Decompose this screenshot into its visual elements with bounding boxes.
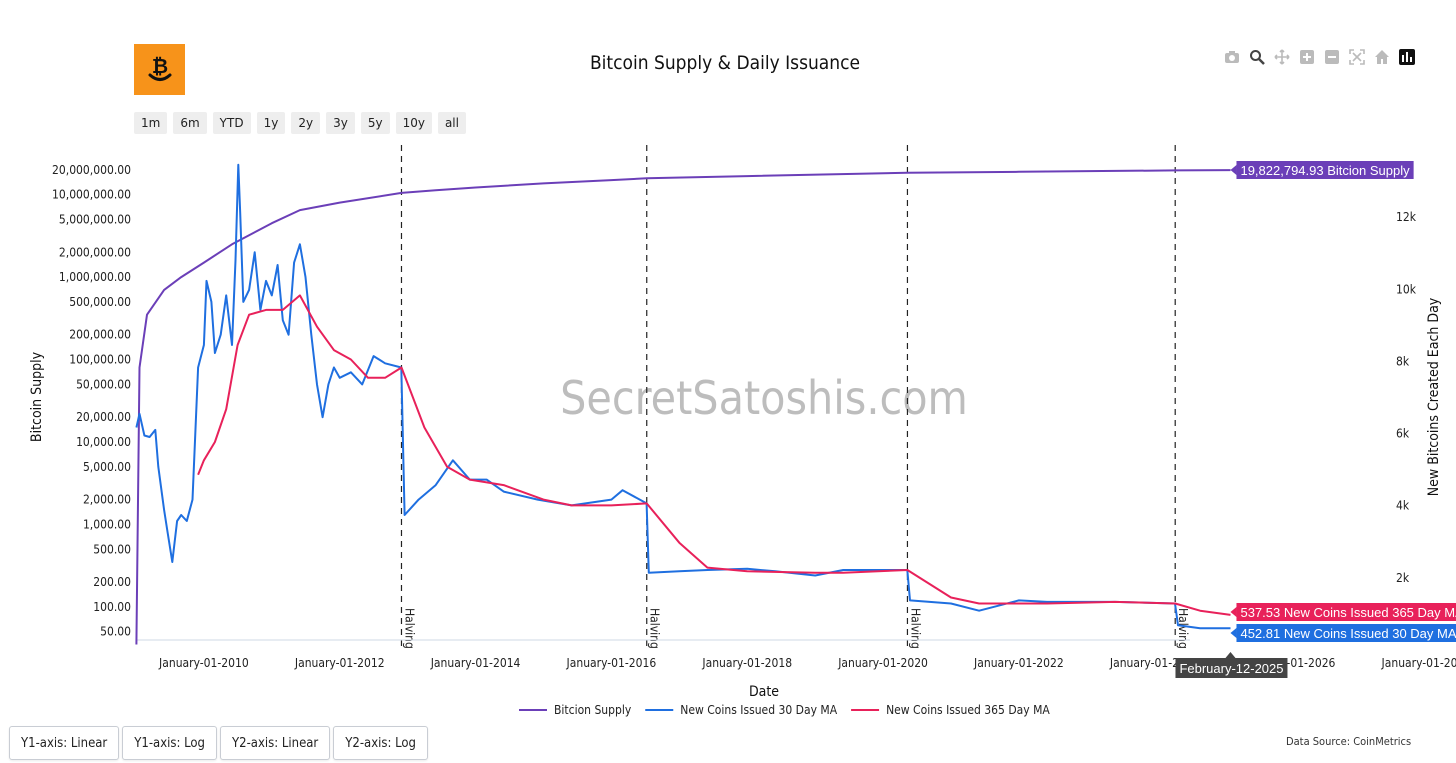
legend-item-0[interactable]: Bitcion Supply: [519, 703, 632, 717]
x-tick-label: January-01-2012: [294, 656, 385, 670]
series-line-1[interactable]: [135, 163, 1231, 630]
zoom-out-icon[interactable]: [1322, 47, 1341, 66]
data-source-note: Data Source: CoinMetrics: [1286, 735, 1412, 748]
range-button-6m[interactable]: 6m: [173, 112, 207, 134]
range-button-all[interactable]: all: [437, 112, 466, 134]
y-tick-label: 10,000.00: [76, 435, 131, 449]
range-selector: 1m 6m YTD 1y 2y 3y 5y 10y all: [134, 112, 466, 134]
y2-tick-label: 4k: [1396, 499, 1410, 513]
y-tick-label: 2,000,000.00: [59, 245, 131, 259]
axis-scale-controls: Y1-axis: Linear Y1-axis: Log Y2-axis: Li…: [9, 726, 428, 760]
y1-linear-button[interactable]: Y1-axis: Linear: [9, 726, 120, 760]
range-button-ytd[interactable]: YTD: [212, 112, 251, 134]
svg-text:537.53 New Coins Issued 365 Da: 537.53 New Coins Issued 365 Day MA: [1240, 605, 1456, 620]
y1-log-button[interactable]: Y1-axis: Log: [122, 726, 217, 760]
halving-label: Halving: [648, 608, 662, 649]
y-tick-label: 50,000.00: [76, 377, 131, 391]
y2-axis-title: New Bitcoins Created Each Day: [1426, 297, 1442, 496]
pan-icon[interactable]: [1272, 47, 1291, 66]
y-tick-label: 10,000,000.00: [52, 188, 131, 202]
legend-item-2[interactable]: New Coins Issued 365 Day MA: [851, 703, 1050, 717]
camera-icon[interactable]: [1222, 47, 1241, 66]
halving-label: Halving: [908, 608, 922, 649]
series-end-label-2: 537.53 New Coins Issued 365 Day MA: [1230, 603, 1456, 621]
range-button-1y[interactable]: 1y: [256, 112, 286, 134]
x-tick-label: January-01-2022: [973, 656, 1064, 670]
modebar: [1222, 47, 1416, 66]
halving-label: Halving: [402, 608, 416, 649]
range-button-10y[interactable]: 10y: [395, 112, 432, 134]
svg-text:Bitcion Supply: Bitcion Supply: [554, 703, 632, 717]
svg-text:₿: ₿: [151, 54, 167, 78]
y-tick-label: 5,000.00: [83, 460, 131, 474]
y-tick-label: 50.00: [100, 625, 131, 639]
x-tick-label: January-01-2010: [158, 656, 249, 670]
y-tick-label: 20,000.00: [76, 410, 131, 424]
svg-text:452.81 New Coins Issued 30 Day: 452.81 New Coins Issued 30 Day MA: [1240, 626, 1456, 641]
svg-text:New Coins Issued 365 Day MA: New Coins Issued 365 Day MA: [886, 703, 1050, 717]
halving-label: Halving: [1176, 608, 1190, 649]
x-tick-label: January-01-2028: [1381, 656, 1456, 670]
x-tick-label: January-01-2016: [566, 656, 657, 670]
y-tick-label: 1,000.00: [83, 517, 131, 531]
y-tick-label: 1,000,000.00: [59, 270, 131, 284]
svg-text:February-12-2025: February-12-2025: [1179, 661, 1283, 676]
y2-tick-label: 6k: [1396, 427, 1410, 441]
hover-date-tag: February-12-2025: [1175, 652, 1288, 678]
y2-tick-label: 2k: [1396, 571, 1410, 585]
y-axis-title: Bitcoin Supply: [29, 351, 45, 442]
series-line-2[interactable]: [197, 294, 1231, 616]
y2-linear-button[interactable]: Y2-axis: Linear: [220, 726, 331, 760]
range-button-5y[interactable]: 5y: [360, 112, 390, 134]
bitcoin-logo-icon: ₿: [148, 54, 171, 81]
reset-axes-icon[interactable]: [1372, 47, 1391, 66]
series-end-label-0: 19,822,794.93 Bitcion Supply: [1230, 161, 1414, 179]
plotly-logo-icon[interactable]: [1397, 47, 1416, 66]
chart-title: Bitcoin Supply & Daily Issuance: [589, 52, 861, 74]
svg-text:19,822,794.93 Bitcion Supply: 19,822,794.93 Bitcion Supply: [1240, 163, 1410, 178]
autoscale-icon[interactable]: [1347, 47, 1366, 66]
y-tick-label: 500,000.00: [69, 295, 131, 309]
series-line-0[interactable]: [135, 169, 1231, 645]
x-tick-label: January-01-2020: [837, 656, 928, 670]
y-tick-label: 20,000,000.00: [52, 163, 131, 177]
y2-log-button[interactable]: Y2-axis: Log: [333, 726, 428, 760]
range-button-3y[interactable]: 3y: [326, 112, 355, 134]
y2-tick-label: 12k: [1396, 210, 1417, 224]
range-button-1m[interactable]: 1m: [134, 112, 168, 134]
bitcoin-smile-logo: ₿: [134, 44, 185, 95]
watermark-text: SecretSatoshis.com: [560, 371, 968, 425]
legend-item-1[interactable]: New Coins Issued 30 Day MA: [645, 703, 838, 717]
x-axis-title: Date: [749, 684, 779, 700]
y-tick-label: 200.00: [93, 575, 131, 589]
legend: Bitcion Supply New Coins Issued 30 Day MA…: [519, 703, 1050, 717]
y-tick-label: 100,000.00: [69, 353, 131, 367]
x-tick-label: January-01-2014: [430, 656, 521, 670]
series-end-label-1: 452.81 New Coins Issued 30 Day MA: [1230, 624, 1456, 642]
y-tick-label: 2,000.00: [83, 493, 131, 507]
range-button-2y[interactable]: 2y: [291, 112, 321, 134]
x-tick-label: January-01-2018: [701, 656, 792, 670]
zoom-in-icon[interactable]: [1297, 47, 1316, 66]
zoom-icon[interactable]: [1247, 47, 1266, 66]
y-tick-label: 100.00: [93, 600, 131, 614]
y-tick-label: 200,000.00: [69, 328, 131, 342]
y2-tick-label: 10k: [1396, 282, 1417, 296]
y-tick-label: 5,000,000.00: [59, 212, 131, 226]
svg-text:New Coins Issued 30 Day MA: New Coins Issued 30 Day MA: [680, 703, 837, 717]
y-tick-label: 500.00: [93, 542, 131, 556]
y2-tick-label: 8k: [1396, 354, 1410, 368]
